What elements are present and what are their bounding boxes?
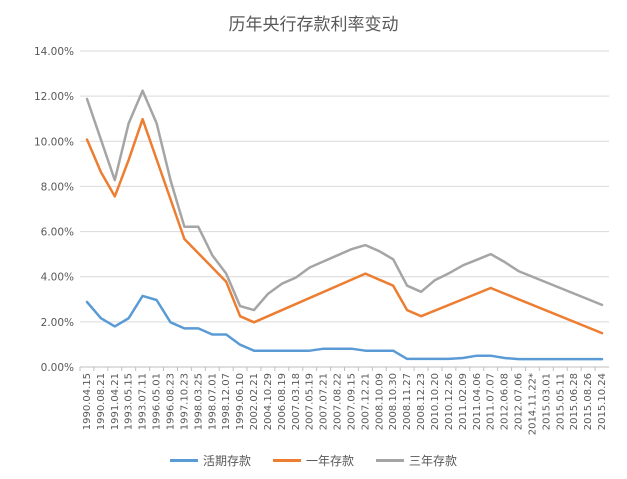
x-tick-label: 1999.06.10 [235,373,246,430]
x-tick-label: 2007.07.21 [319,373,330,430]
legend-item-2: 一年存款 [272,452,354,469]
x-tick-label: 2014.11.22* [527,373,538,435]
legend-item-3: 三年存款 [376,452,457,469]
x-tick-label: 1996.05.01 [152,373,163,430]
legend: 活期存款 一年存款 三年存款 [0,452,627,469]
legend-swatch [169,459,198,462]
x-tick-label: 2007.05.19 [305,373,316,430]
x-tick-label: 2008.10.30 [388,373,399,430]
y-tick-label: 4.00% [41,272,74,284]
x-tick-label: 2002.02.21 [249,373,260,430]
x-tick-label: 2015.03.01 [541,373,552,430]
y-tick-label: 2.00% [41,317,74,329]
x-tick-label: 2015.08.26 [583,373,594,430]
x-tick-label: 2008.10.09 [374,373,385,430]
y-tick-label: 12.00% [34,91,74,103]
x-tick-label: 1998.03.25 [193,373,204,430]
x-tick-label: 1997.10.23 [179,373,190,430]
x-tick-label: 1991.04.21 [110,373,121,430]
x-tick-label: 2010.10.20 [430,373,441,430]
x-tick-label: 1990.04.15 [82,373,93,430]
chart-title: 历年央行存款利率变动 [228,15,399,35]
legend-label: 三年存款 [409,454,458,468]
x-tick-label: 2015.10.24 [597,373,608,430]
x-tick-label: 2008.12.23 [416,373,427,430]
legend-item-1: 活期存款 [169,452,251,469]
x-tick-label: 2007.03.18 [291,373,302,430]
x-tick-label: 2011.02.09 [458,373,469,430]
y-tick-label: 6.00% [41,227,74,239]
x-tick-label: 1996.08.23 [165,373,176,430]
x-tick-label: 2007.08.22 [333,373,344,430]
legend-label: 活期存款 [202,454,251,468]
x-tick-label: 1993.05.15 [124,373,135,430]
x-tick-label: 2015.06.28 [569,373,580,430]
x-tick-label: 2012.07.06 [514,373,525,430]
x-tick-label: 2011.07.07 [486,373,497,430]
x-tick-label: 2004.10.29 [263,373,274,430]
x-tick-label: 1993.07.11 [138,373,149,430]
x-tick-label: 2007.09.15 [346,373,357,430]
x-tick-label: 1990.08.21 [96,373,107,430]
series-line-1 [85,294,604,361]
series-line-2 [85,117,604,335]
legend-label: 一年存款 [305,454,354,468]
y-tick-label: 0.00% [41,362,74,374]
y-tick-label: 8.00% [41,181,74,193]
x-tick-label: 2011.04.06 [472,373,483,430]
x-tick-label: 2015.05.11 [555,373,566,430]
x-tick-label: 2010.12.26 [444,373,455,430]
x-tick-label: 2006.08.19 [277,373,288,430]
y-tick-label: 10.00% [34,136,74,148]
legend-swatch [272,459,301,462]
x-tick-label: 1998.12.07 [221,373,232,430]
x-tick-label: 1998.07.01 [207,373,218,430]
legend-swatch [376,459,404,462]
x-tick-label: 2007.12.21 [360,373,371,430]
series-line-3 [85,89,604,312]
x-tick-label: 2008.11.27 [402,373,413,430]
x-tick-label: 2012.06.08 [500,373,511,430]
y-tick-label: 14.00% [34,46,74,58]
